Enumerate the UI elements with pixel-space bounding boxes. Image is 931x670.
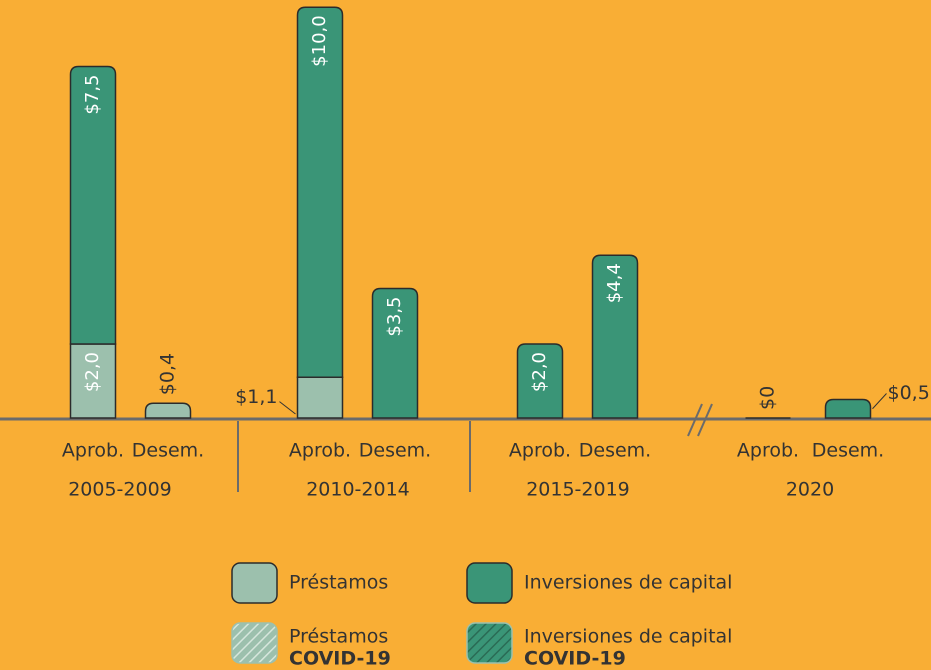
leader-line [279,401,296,415]
axis-break [687,403,713,437]
bar [516,343,564,419]
value-label: $0,4 [157,353,179,395]
group-label: 2020 [786,479,834,501]
x-tick-label: Desem. [359,440,431,462]
group-label: 2005-2009 [68,479,172,501]
bar [296,6,344,379]
value-label: $0,5 [888,382,930,404]
x-tick-label: Desem. [132,440,204,462]
legend-swatch [231,622,278,664]
x-tick-label: Aprob. [509,440,571,462]
value-label: $3,5 [384,297,405,337]
legend-label: Inversiones de capital [524,572,732,594]
x-tick-label: Aprob. [289,440,351,462]
value-label: $0 [757,386,779,410]
bar [371,287,419,419]
legend-swatch [231,562,278,604]
legend-swatch [466,562,513,604]
bar [591,254,639,419]
value-label: $10,0 [309,15,330,67]
value-label: $4,4 [604,263,625,303]
x-tick-label: Desem. [812,440,884,462]
x-tick-label: Aprob. [737,440,799,462]
value-label: $2,0 [82,352,103,392]
value-label: $1,1 [235,386,277,408]
x-tick-label: Desem. [579,440,651,462]
legend-swatch [466,622,513,664]
bar [69,65,117,345]
legend-tag: COVID-19 [289,648,391,670]
legend-label: Inversiones de capital [524,626,732,648]
legend-label: Préstamos [289,626,388,648]
x-tick-label: Aprob. [62,440,124,462]
value-label: $2,0 [529,352,550,392]
bar [144,402,192,419]
leader-line [872,393,887,410]
legend-label: Préstamos [289,572,388,594]
bar [824,398,872,419]
value-label: $7,5 [82,75,103,115]
bar [296,376,344,419]
legend-tag: COVID-19 [524,648,626,670]
group-label: 2010-2014 [306,479,410,501]
group-label: 2015-2019 [526,479,630,501]
